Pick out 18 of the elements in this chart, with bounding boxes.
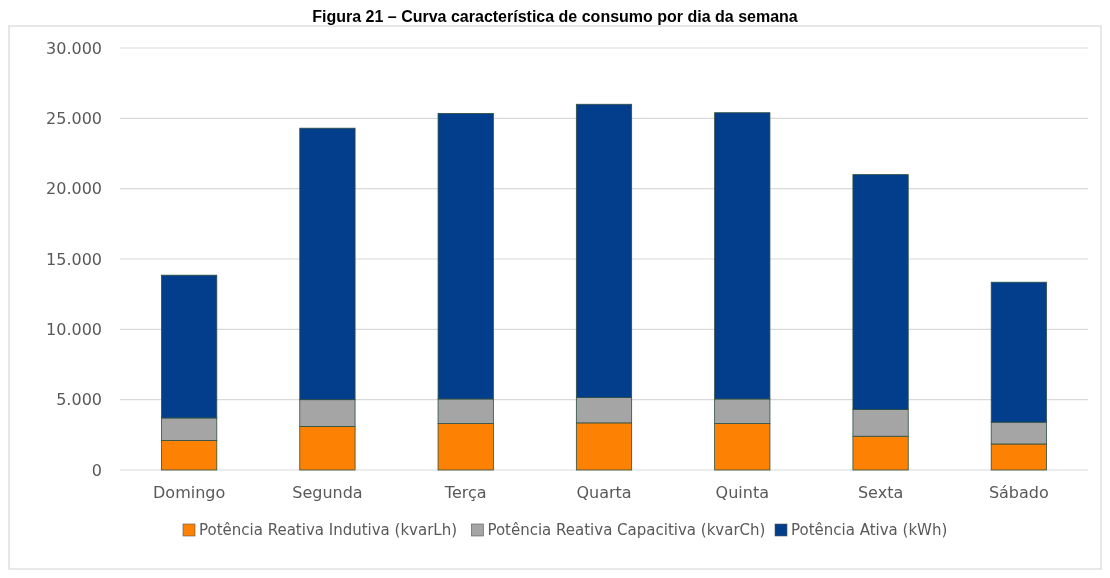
y-tick-label: 10.000: [46, 319, 102, 339]
chart-title: Figura 21 – Curva característica de consumo por dia da semana: [312, 8, 798, 25]
y-tick-label: 20.000: [46, 179, 102, 199]
y-tick-label: 30.000: [46, 38, 102, 58]
y-tick-label: 0: [91, 460, 102, 480]
y-tick-label: 5.000: [56, 390, 102, 410]
x-tick-label: Sexta: [857, 483, 904, 502]
x-tick-label: Domingo: [153, 483, 226, 502]
x-tick-label: Quinta: [715, 483, 769, 502]
legend-label: Potência Ativa (kWh): [791, 521, 948, 540]
x-tick-label: Terça: [443, 483, 487, 502]
legend-label: Potência Reativa Indutiva (kvarLh): [199, 521, 458, 540]
y-tick-label: 25.000: [46, 108, 102, 128]
y-tick-label: 15.000: [46, 249, 102, 269]
x-tick-label: Quarta: [576, 483, 632, 502]
legend-label: Potência Reativa Capacitiva (kvarCh): [487, 521, 766, 540]
x-tick-label: Segunda: [292, 483, 363, 502]
x-tick-label: Sábado: [988, 483, 1049, 502]
